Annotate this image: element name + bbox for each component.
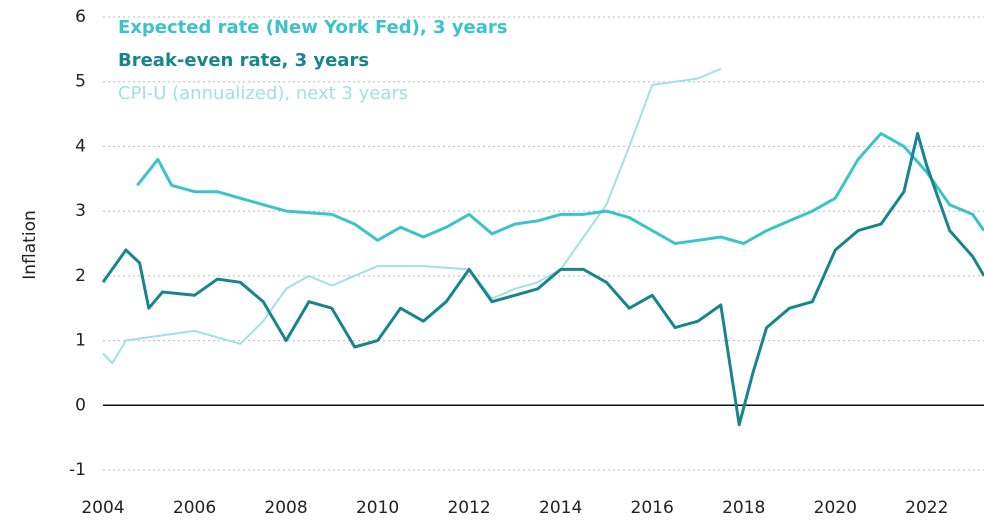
y-tick-label: 5 [75, 72, 86, 92]
x-tick-label: 2008 [264, 498, 307, 518]
x-tick-label: 2014 [539, 498, 582, 518]
series-line [101, 132, 984, 427]
y-tick-label: -1 [69, 460, 86, 480]
y-tick-label: 4 [75, 136, 86, 156]
x-tick-label: 2010 [356, 498, 399, 518]
series-line [136, 132, 984, 245]
x-tick-label: 2004 [81, 498, 124, 518]
y-tick-label: 6 [75, 7, 86, 27]
y-axis-label: Inflation [20, 210, 40, 279]
y-tick-label: 2 [75, 266, 86, 286]
x-tick-label: 2006 [173, 498, 216, 518]
y-tick-label: 0 [75, 395, 86, 415]
y-tick-label: 3 [75, 201, 86, 221]
legend-entry: Break-even rate, 3 years [118, 50, 369, 71]
series-line [102, 67, 722, 365]
x-tick-label: 2022 [905, 498, 948, 518]
x-tick-label: 2016 [631, 498, 674, 518]
legend-entry: Expected rate (New York Fed), 3 years [118, 17, 507, 38]
x-tick-label: 2012 [447, 498, 490, 518]
legend-entry: CPI-U (annualized), next 3 years [118, 83, 408, 104]
x-tick-label: 2018 [722, 498, 765, 518]
y-tick-label: 1 [75, 331, 86, 351]
x-tick-label: 2020 [814, 498, 857, 518]
